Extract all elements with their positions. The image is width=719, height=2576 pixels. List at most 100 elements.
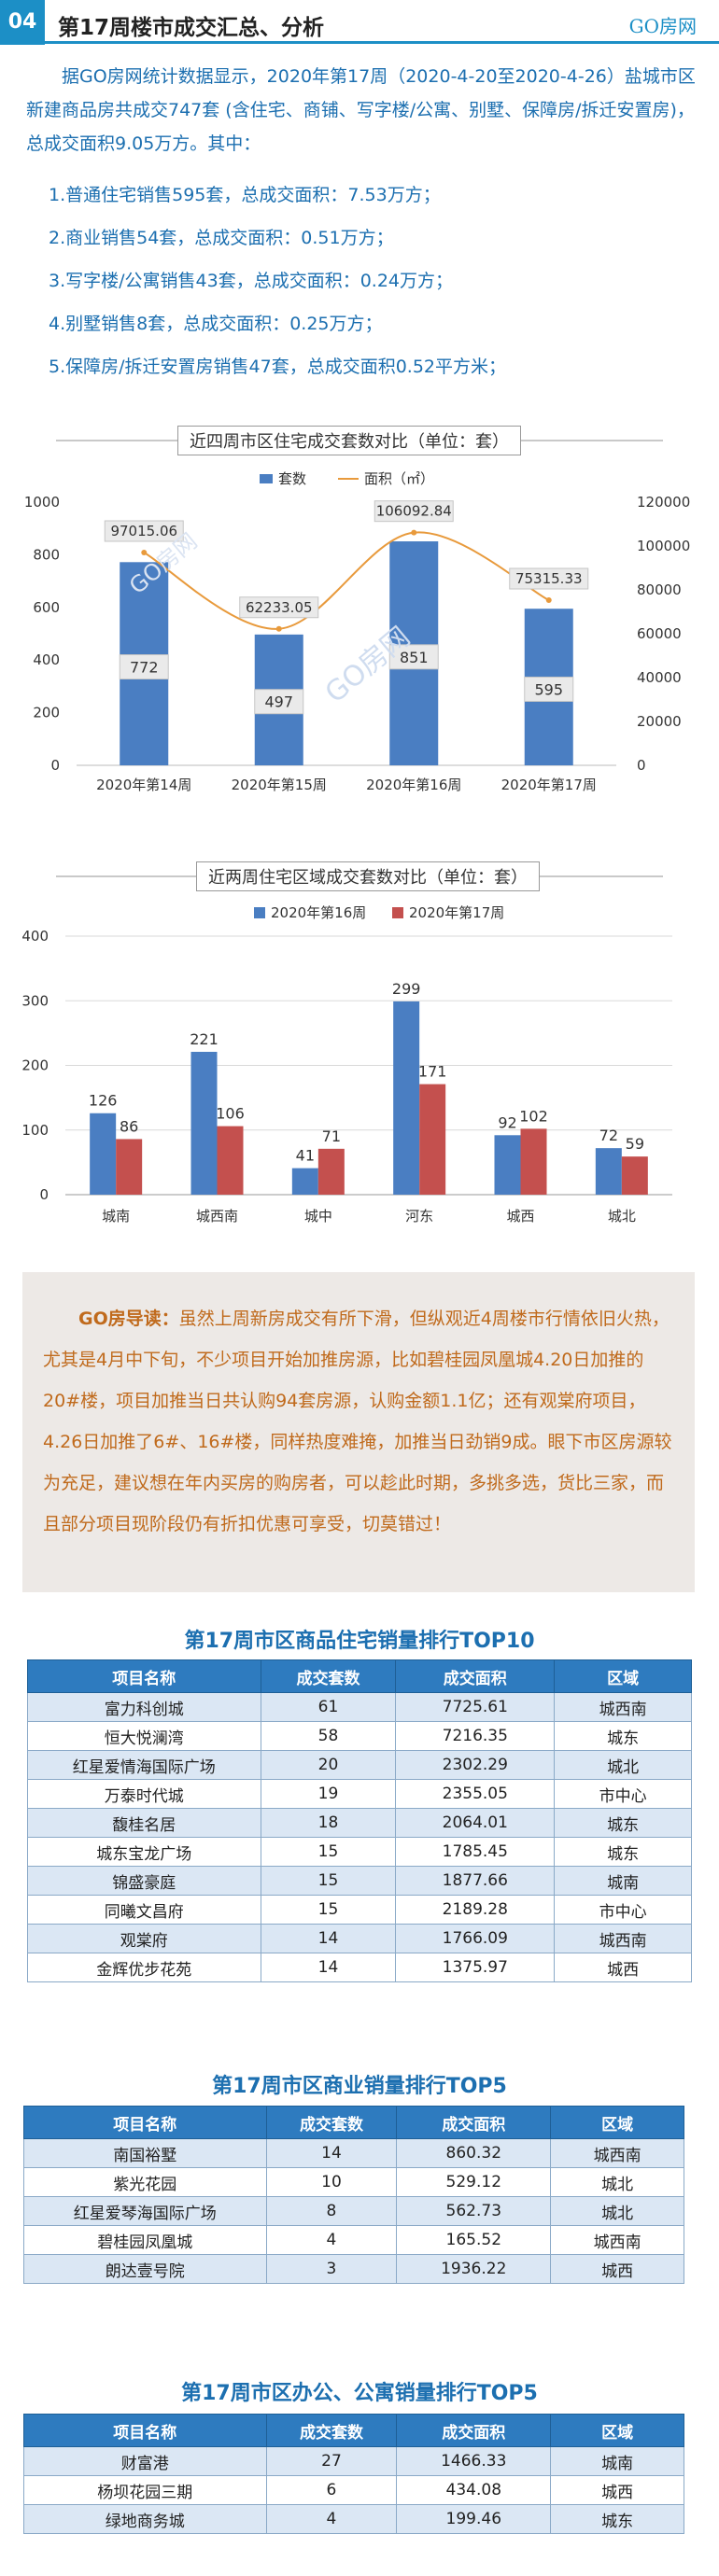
table-cell: 城东 bbox=[554, 1837, 692, 1867]
y-tick-label-right: 100000 bbox=[637, 538, 690, 554]
guide-label: GO房导读： bbox=[78, 1309, 179, 1329]
bar-label: 106 bbox=[216, 1105, 245, 1123]
table-header-row: 项目名称 成交套数 成交面积 区域 bbox=[27, 1659, 692, 1693]
y-tick-label-right: 60000 bbox=[637, 625, 682, 642]
table-cell: 15 bbox=[260, 1895, 397, 1925]
table-cell: 434.08 bbox=[396, 2475, 552, 2505]
column-header: 成交套数 bbox=[265, 2106, 398, 2139]
table-cell: 860.32 bbox=[396, 2138, 552, 2168]
y-tick-label-right: 120000 bbox=[637, 494, 690, 511]
table-cell: 城东 bbox=[554, 1721, 692, 1751]
table-cell: 市中心 bbox=[554, 1895, 692, 1925]
table-cell: 562.73 bbox=[396, 2196, 552, 2226]
table-header-row: 项目名称 成交套数 成交面积 区域 bbox=[23, 2106, 684, 2139]
table-cell: 1766.09 bbox=[395, 1924, 556, 1953]
x-tick-label: 2020年第14周 bbox=[96, 777, 191, 793]
y-tick-label-left: 0 bbox=[50, 757, 60, 774]
guide-text: GO房导读：虽然上周新房成交有所下滑，但纵观近4周楼市行情依旧火热，尤其是4月中… bbox=[43, 1298, 678, 1545]
header-rule bbox=[45, 41, 719, 44]
line-label: 106092.84 bbox=[376, 503, 452, 520]
table-cell: 锦盛豪庭 bbox=[27, 1866, 261, 1896]
table-cell: 城西 bbox=[550, 2475, 684, 2505]
bar bbox=[217, 1126, 244, 1195]
y-tick-label: 200 bbox=[21, 1057, 49, 1074]
table-row: 富力科创城 61 7725.61 城西南 bbox=[27, 1692, 692, 1722]
table-row: 紫光花园 10 529.12 城北 bbox=[23, 2167, 684, 2197]
y-tick-label: 300 bbox=[21, 992, 49, 1009]
table-cell: 7725.61 bbox=[395, 1692, 556, 1722]
table-row: 绿地商务城 4 199.46 城东 bbox=[23, 2504, 684, 2534]
table-row: 杨坝花园三期 6 434.08 城西 bbox=[23, 2475, 684, 2505]
section-header: 04 第17周楼市成交汇总、分析 GO房网 bbox=[0, 0, 719, 52]
table-cell: 城西 bbox=[550, 2254, 684, 2284]
bar-label: 59 bbox=[626, 1135, 644, 1153]
table-row: 万泰时代城 19 2355.05 市中心 bbox=[27, 1779, 692, 1809]
column-header: 区域 bbox=[550, 2106, 684, 2139]
table-row: 锦盛豪庭 15 1877.66 城南 bbox=[27, 1866, 692, 1896]
column-header: 区域 bbox=[554, 1659, 692, 1693]
brand-logo: GO房网 bbox=[628, 15, 697, 37]
table-cell: 1877.66 bbox=[395, 1866, 556, 1896]
bar-label: 221 bbox=[190, 1030, 219, 1048]
table-cell: 14 bbox=[265, 2138, 398, 2168]
x-tick-label: 城北 bbox=[608, 1208, 636, 1225]
line-label: 97015.06 bbox=[110, 523, 177, 539]
table-cell: 馥桂名居 bbox=[27, 1808, 261, 1838]
bar bbox=[621, 1156, 648, 1195]
bar bbox=[520, 1128, 547, 1195]
table3-title: 第17周市区办公、公寓销量排行TOP5 bbox=[181, 2382, 538, 2405]
bar-label: 299 bbox=[392, 980, 421, 998]
table-row: 朗达壹号院 3 1936.22 城西 bbox=[23, 2254, 684, 2284]
table-cell: 8 bbox=[265, 2196, 398, 2226]
table-cell: 20 bbox=[260, 1750, 397, 1780]
y-tick-label: 0 bbox=[39, 1186, 49, 1203]
table-cell: 城东 bbox=[550, 2504, 684, 2534]
table-cell: 杨坝花园三期 bbox=[23, 2475, 267, 2505]
column-header: 项目名称 bbox=[23, 2414, 267, 2447]
table-cell: 红星爱情海国际广场 bbox=[27, 1750, 261, 1780]
line-point bbox=[141, 550, 148, 556]
table-cell: 15 bbox=[260, 1837, 397, 1867]
bar-label-box bbox=[119, 654, 169, 680]
chart2-legend: 2020年第16周 2020年第17周 bbox=[254, 904, 504, 921]
table-cell: 城北 bbox=[550, 2167, 684, 2197]
table-header-row: 项目名称 成交套数 成交面积 区域 bbox=[23, 2414, 684, 2447]
table-cell: 绿地商务城 bbox=[23, 2504, 267, 2534]
bar-label-box bbox=[254, 689, 304, 715]
table-cell: 2064.01 bbox=[395, 1808, 556, 1838]
table-row: 馥桂名居 18 2064.01 城东 bbox=[27, 1808, 692, 1838]
table-row: 同曦文昌府 15 2189.28 市中心 bbox=[27, 1895, 692, 1925]
table-cell: 4 bbox=[265, 2504, 398, 2534]
table-cell: 城西 bbox=[554, 1953, 692, 1982]
table-cell: 14 bbox=[260, 1953, 397, 1982]
table-cell: 南国裕墅 bbox=[23, 2138, 267, 2168]
bar bbox=[190, 1051, 218, 1195]
bar-label: 71 bbox=[322, 1127, 341, 1145]
bar bbox=[419, 1084, 446, 1195]
table-cell: 2189.28 bbox=[395, 1895, 556, 1925]
table-cell: 14 bbox=[260, 1924, 397, 1953]
y-tick-label-left: 600 bbox=[33, 599, 60, 616]
y-tick-label-left: 400 bbox=[33, 651, 60, 668]
bar-label: 851 bbox=[400, 649, 429, 666]
bar bbox=[90, 1113, 117, 1195]
line-label: 62233.05 bbox=[246, 599, 313, 616]
line-label-box bbox=[374, 500, 454, 523]
guide-box: GO房导读：虽然上周新房成交有所下滑，但纵观近4周楼市行情依旧火热，尤其是4月中… bbox=[22, 1272, 695, 1592]
bar-label-box bbox=[388, 644, 439, 670]
table-cell: 紫光花园 bbox=[23, 2167, 267, 2197]
y-tick-label-right: 0 bbox=[637, 757, 646, 774]
column-header: 成交面积 bbox=[395, 1659, 556, 1693]
table-cell: 1466.33 bbox=[396, 2446, 552, 2476]
x-tick-label: 2020年第15周 bbox=[232, 777, 327, 793]
x-tick-label: 城西南 bbox=[196, 1208, 238, 1225]
table-cell: 15 bbox=[260, 1866, 397, 1896]
legend-label: 2020年第16周 bbox=[271, 904, 366, 921]
y-tick-label-left: 1000 bbox=[24, 494, 60, 511]
table-cell: 3 bbox=[265, 2254, 398, 2284]
table-cell: 1375.97 bbox=[395, 1953, 556, 1982]
table-cell: 富力科创城 bbox=[27, 1692, 261, 1722]
table-cell: 市中心 bbox=[554, 1779, 692, 1809]
table2-title: 第17周市区商业销量排行TOP5 bbox=[212, 2075, 507, 2098]
